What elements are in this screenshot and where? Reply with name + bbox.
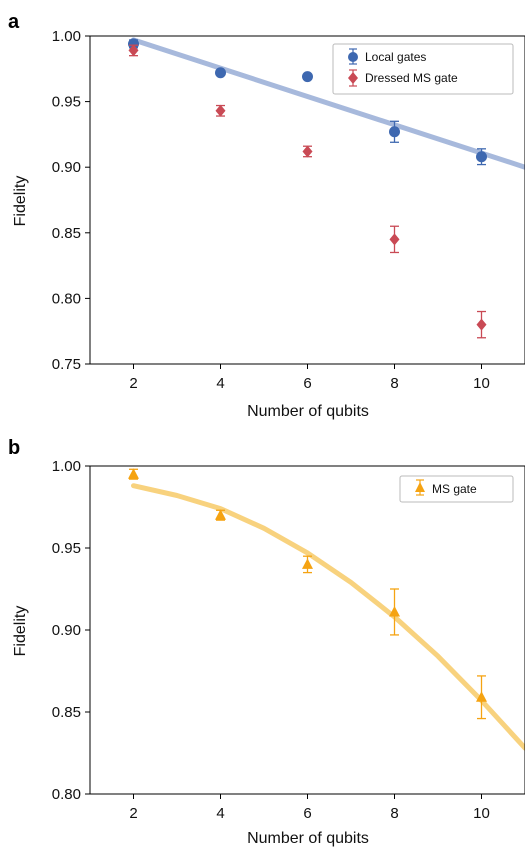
ms-gate-marker-6 [302, 558, 313, 569]
panel-b-data [128, 468, 487, 720]
local-gates-marker-8 [389, 126, 400, 138]
dressed-ms-gate-point-8 [389, 225, 400, 254]
ms-gate-point-4 [215, 509, 226, 521]
dressed-ms-gate-marker-6 [302, 145, 313, 158]
legend-ms-gate-marker [415, 479, 425, 496]
panel-b-ytick-label-0: 0.80 [52, 786, 81, 803]
panel-b-xtick-label-10: 10 [473, 805, 490, 822]
dressed-ms-gate-point-6 [302, 145, 313, 158]
panel-a-xtick-label-8: 8 [390, 375, 398, 392]
panel-b-plot-frame [89, 465, 525, 795]
dressed-ms-gate-marker-2 [128, 44, 139, 57]
panel-b-xtick-label-2: 2 [129, 805, 137, 822]
panel-a-xtick-label-10: 10 [473, 375, 490, 392]
panel-a-data [128, 38, 487, 339]
ms-gate-marker-8 [389, 605, 400, 617]
panel-a-fit-line [131, 37, 525, 170]
ms-gate-point-2 [128, 468, 139, 480]
panel-a-letter: a [8, 11, 20, 33]
panel-a-xtick-label-2: 2 [129, 375, 137, 392]
panel-a-ytick-label-5: 1.00 [52, 28, 81, 45]
panel-a-ticks: 2 4 6 8 10 0.75 0.80 0.85 0.90 0.95 1.00 [52, 28, 490, 392]
panel-b-legend-box [399, 475, 514, 503]
panel-b-legend: MS gate [399, 475, 514, 503]
local-gates-point-8 [389, 120, 400, 143]
panel-a-xtick-label-4: 4 [216, 375, 224, 392]
panel-b-xlabel: Number of qubits [247, 830, 369, 847]
panel-a-ytick-label-4: 0.95 [52, 94, 81, 111]
panel-b-xtick-label-4: 4 [216, 805, 224, 822]
ms-gate-marker-4 [215, 509, 226, 520]
dressed-ms-gate-point-2 [128, 44, 139, 57]
local-gates-point-6 [302, 71, 313, 83]
ms-gate-point-10 [476, 675, 487, 720]
panel-b-ytick-label-2: 0.90 [52, 622, 81, 639]
panel-a: a 2 4 6 8 10 0.75 0.80 0.85 0.90 0.95 1.00 Number … [8, 11, 525, 420]
local-gates-point-2 [128, 38, 139, 50]
local-gates-marker-2 [128, 38, 139, 50]
local-gates-marker-4 [215, 67, 226, 79]
panel-a-ytick-label-3: 0.90 [52, 159, 81, 176]
dressed-ms-gate-point-10 [476, 310, 487, 339]
legend-ms-gate-label: MS gate [432, 482, 477, 496]
dressed-ms-gate-point-4 [215, 104, 226, 117]
legend-dressed-ms-gate-label: Dressed MS gate [365, 71, 458, 85]
panel-b-ytick-label-3: 0.95 [52, 540, 81, 557]
panel-a-ytick-label-2: 0.85 [52, 225, 81, 242]
dressed-ms-gate-marker-4 [215, 104, 226, 117]
panel-a-ytick-label-0: 0.75 [52, 356, 81, 373]
local-gates-point-10 [476, 148, 487, 166]
panel-b-letter: b [8, 437, 20, 459]
panel-b-xtick-label-8: 8 [390, 805, 398, 822]
legend-local-gates-marker [348, 48, 358, 65]
panel-b-fit [131, 483, 525, 751]
ms-gate-marker-10 [476, 691, 487, 702]
panel-a-xtick-label-6: 6 [303, 375, 311, 392]
panel-b-ytick-label-4: 1.00 [52, 458, 81, 475]
panel-b-xtick-label-6: 6 [303, 805, 311, 822]
panel-a-legend: Local gates Dressed MS gate [332, 43, 514, 95]
local-gates-marker-6 [302, 71, 313, 83]
panel-b-fit-line [131, 483, 525, 751]
panel-b-ytick-label-1: 0.85 [52, 704, 81, 721]
panel-b-ticks: 2 4 6 8 10 0.80 0.85 0.90 0.95 1.00 [52, 458, 490, 822]
ms-gate-marker-2 [128, 468, 139, 479]
ms-gate-point-6 [302, 555, 313, 574]
panel-a-ytick-label-1: 0.80 [52, 290, 81, 307]
panel-b: b 2 4 6 8 10 0.80 0.85 0.90 0.95 1.00 Number of q… [8, 437, 525, 847]
panel-a-xlabel: Number of qubits [247, 403, 369, 420]
panel-b-ylabel: Fidelity [12, 606, 29, 657]
panel-a-fit [131, 37, 525, 170]
legend-local-gates-label: Local gates [365, 50, 426, 64]
legend-dressed-ms-gate-marker [348, 69, 358, 87]
local-gates-point-4 [215, 67, 226, 79]
panel-a-plot-frame [89, 35, 525, 365]
dressed-ms-gate-marker-10 [476, 318, 487, 331]
panel-a-legend-box [332, 43, 514, 95]
local-gates-marker-10 [476, 151, 487, 163]
dressed-ms-gate-marker-8 [389, 233, 400, 246]
ms-gate-point-8 [389, 588, 400, 636]
panel-a-ylabel: Fidelity [12, 176, 29, 227]
